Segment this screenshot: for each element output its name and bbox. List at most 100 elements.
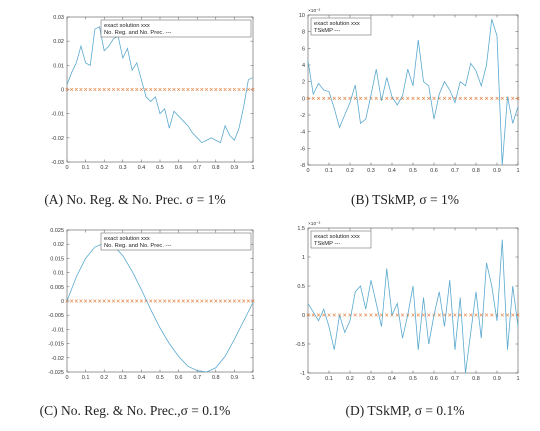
- x-tick-label: 0.5: [409, 168, 417, 174]
- exact-solution-marker: [214, 299, 218, 303]
- y-tick-label: 0: [302, 313, 305, 319]
- exact-solution-marker: [70, 299, 74, 303]
- x-tick-label: 0.7: [193, 375, 201, 381]
- exact-solution-marker: [364, 313, 368, 317]
- legend-entry: exact solution xxx: [314, 234, 360, 240]
- exact-solution-marker: [421, 313, 426, 317]
- exact-solution-marker: [242, 299, 246, 303]
- exact-solution-marker: [316, 96, 321, 100]
- exact-solution-marker: [176, 299, 181, 303]
- exact-solution-marker: [322, 96, 326, 100]
- exact-solution-marker: [223, 87, 227, 92]
- x-tick-label: 0.1: [82, 375, 90, 381]
- chart-panel-a: 0 0.1 0.2 0.3 0.4 0.5 0.6 0.7 0.8 0.9 1 -0.03 -0.02 -…: [0, 0, 270, 215]
- exact-solution-marker: [246, 299, 250, 303]
- exact-solution-marker: [83, 87, 88, 92]
- exact-solution-marker: [242, 87, 246, 92]
- x-tick-label: 0.1: [325, 376, 333, 382]
- x-tick-label: 1: [516, 376, 519, 382]
- x-tick-label: 0.8: [212, 165, 220, 171]
- exact-solution-marker: [195, 299, 199, 303]
- exact-solution-marker: [167, 299, 171, 303]
- exact-solution-marker: [358, 313, 363, 317]
- exact-solution-marker: [130, 299, 134, 303]
- exact-solution-marker: [421, 96, 426, 100]
- exact-solution-marker: [214, 87, 218, 92]
- y-tick-label: -0.01: [51, 112, 64, 118]
- x-tick-label: 0.5: [409, 376, 417, 382]
- exact-solution-marker: [195, 87, 199, 92]
- legend-box: [310, 230, 372, 249]
- y-tick-label: 0: [302, 96, 305, 102]
- y-tick-label: -8: [300, 163, 305, 169]
- x-tick-label: 1: [251, 375, 254, 381]
- exact-solution-marker: [306, 96, 310, 100]
- exact-solution-marker: [490, 96, 494, 100]
- y-tick-label: 8: [302, 30, 305, 36]
- exact-solution-marker: [186, 87, 190, 92]
- y-tick-label: -0.02: [51, 136, 64, 142]
- exact-solution-marker: [237, 87, 241, 92]
- legend-entry: TSkMP ---: [314, 241, 340, 247]
- exact-solution-marker: [181, 299, 185, 303]
- exact-solution-marker: [474, 313, 478, 317]
- y-tick-label: -0.03: [51, 160, 64, 166]
- exact-solution-marker: [374, 96, 378, 100]
- legend-box: [100, 232, 252, 251]
- exact-solution-marker: [327, 96, 331, 100]
- exact-solution-marker: [448, 313, 452, 317]
- exact-solution-marker: [500, 96, 504, 100]
- exact-solution-marker: [102, 87, 106, 92]
- x-tick-label: 0.6: [175, 375, 183, 381]
- exact-solution-marker: [469, 313, 473, 317]
- exact-solution-marker: [97, 87, 102, 92]
- exact-solution-marker: [311, 96, 315, 100]
- y-tick-label: -0.015: [48, 342, 64, 348]
- exact-solution-marker: [209, 299, 213, 303]
- exact-solution-marker: [246, 87, 250, 92]
- exact-solution-marker: [135, 299, 139, 303]
- exact-solution-marker: [484, 96, 489, 100]
- x-tick-label: 0.9: [231, 165, 239, 171]
- exact-solution-marker: [144, 87, 148, 92]
- y-tick-label: -1: [300, 371, 305, 377]
- y-tick-label: -0.02: [51, 356, 64, 362]
- exact-solution-marker: [97, 299, 102, 303]
- chart-b-caption: (B) TSkMP, σ = 1%: [350, 192, 460, 207]
- exact-solution-marker: [167, 87, 171, 92]
- x-tick-label: 0.2: [100, 375, 108, 381]
- exact-solution-marker: [395, 313, 399, 317]
- exact-solution-marker: [158, 299, 162, 303]
- exact-solution-marker: [427, 313, 431, 317]
- exact-solution-marker: [176, 87, 181, 92]
- x-tick-label: 0.9: [493, 168, 501, 174]
- exact-solution-marker: [374, 313, 378, 317]
- exact-solution-marker: [204, 299, 209, 303]
- x-tick-label: 0.7: [451, 168, 459, 174]
- exact-solution-marker: [232, 299, 237, 303]
- exact-solution-marker: [458, 96, 462, 100]
- exact-solution-marker: [149, 87, 153, 92]
- x-tick-label: 0.8: [212, 375, 220, 381]
- x-tick-label: 0.4: [138, 165, 146, 171]
- exact-solution-marker: [448, 96, 452, 100]
- legend-box: [100, 19, 252, 38]
- x-tick-label: 1: [251, 165, 254, 171]
- exact-solution-marker: [83, 299, 88, 303]
- exact-solution-marker: [223, 299, 227, 303]
- y-tick-label: 1: [302, 255, 305, 261]
- x-tick-label: 0.6: [175, 165, 183, 171]
- x-tick-label: 0.6: [430, 168, 438, 174]
- y-tick-label: 0.015: [50, 256, 64, 262]
- chart-panel-b: 0 0.1 0.2 0.3 0.4 0.5 0.6 0.7 0.8 0.9 1 -8 -6 -4 -2 0 2 4…: [270, 0, 540, 215]
- exact-solution-marker: [463, 96, 468, 100]
- exact-solution-marker: [153, 87, 157, 92]
- exact-solution-marker: [495, 96, 499, 100]
- exact-solution-marker: [406, 96, 410, 100]
- x-tick-label: 0: [306, 168, 309, 174]
- exact-solution-marker: [139, 299, 144, 303]
- exact-solution-marker: [149, 299, 153, 303]
- y-tick-label: -0.025: [48, 370, 64, 376]
- x-tick-label: 0.9: [493, 376, 501, 382]
- exact-solution-marker: [228, 299, 232, 303]
